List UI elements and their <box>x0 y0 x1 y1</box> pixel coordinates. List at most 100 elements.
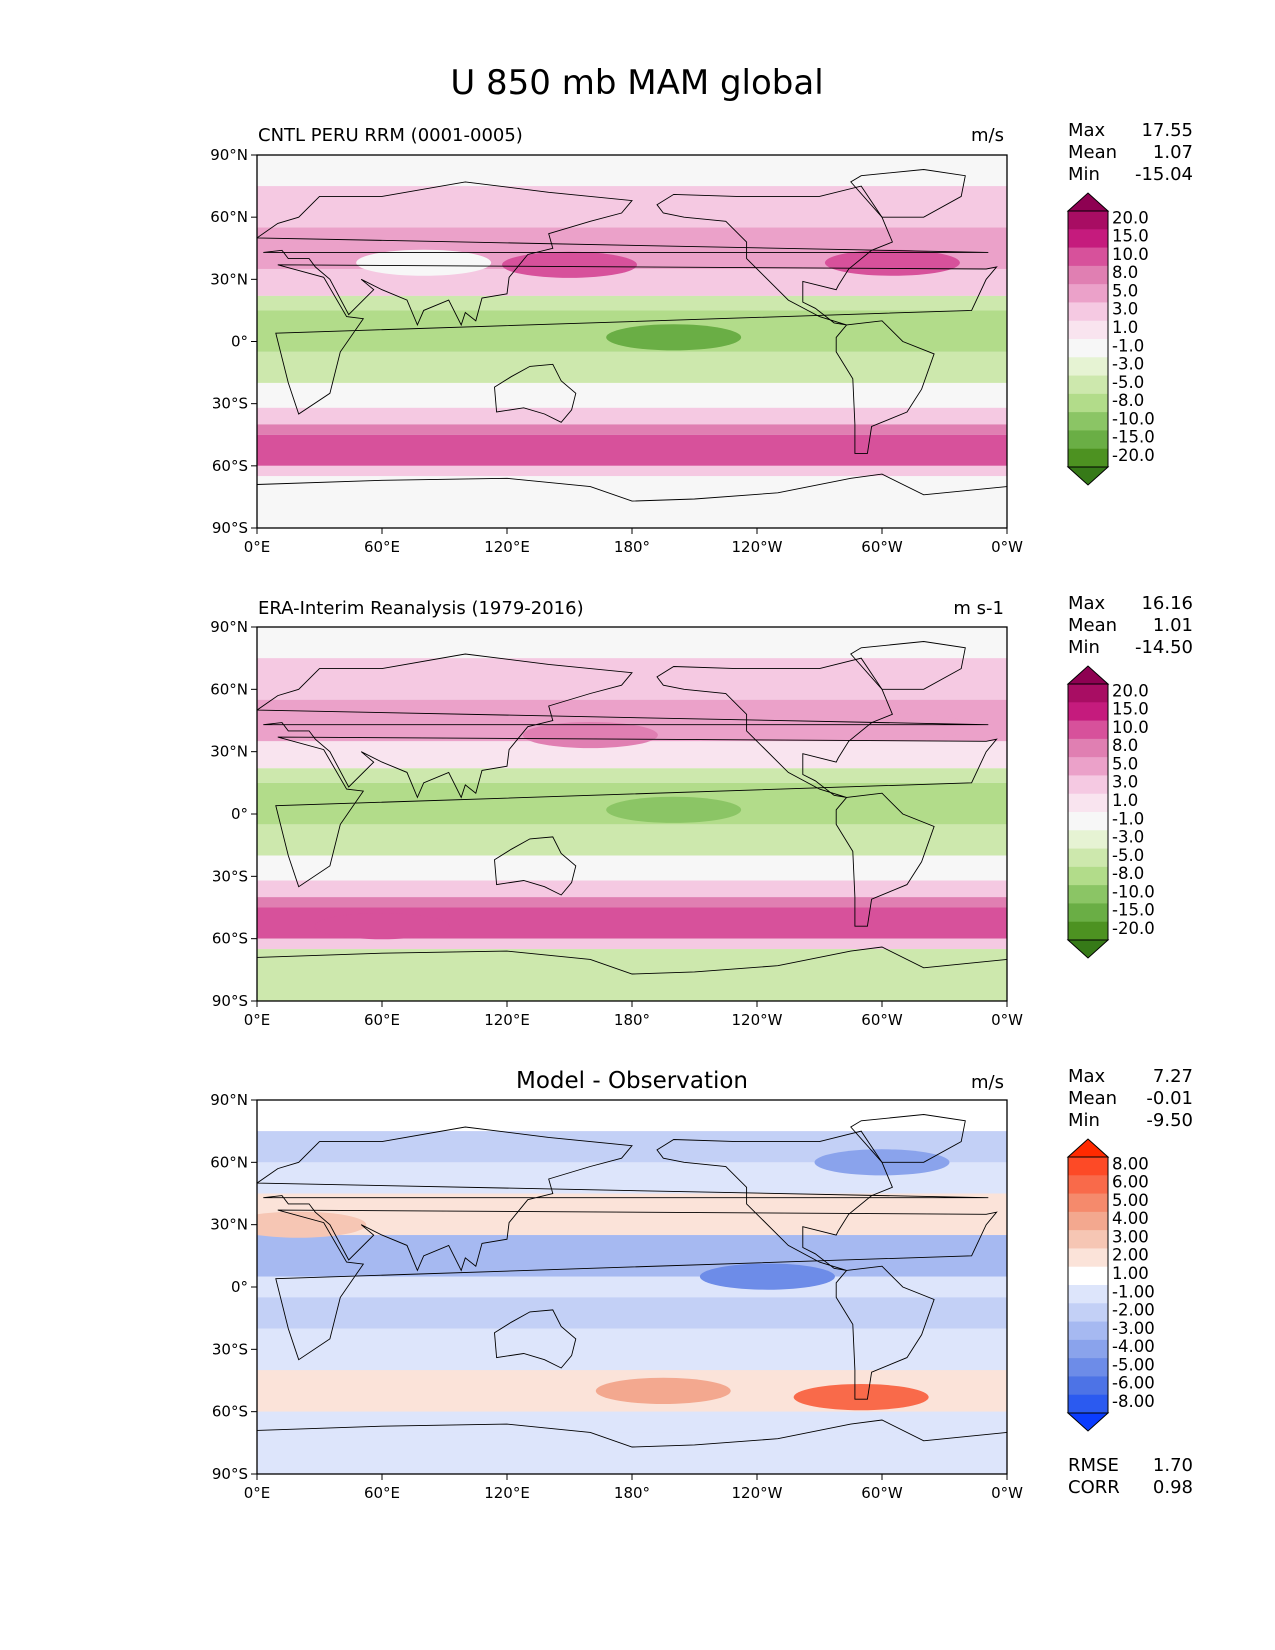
wind-band <box>257 855 1007 881</box>
colorbar-swatch <box>1068 1193 1108 1213</box>
colorbar-label: 1.0 <box>1112 791 1138 810</box>
stat-min-label: Min <box>1068 1110 1100 1131</box>
y-tick-label: 30°N <box>210 743 248 761</box>
y-tick-label: 60°S <box>212 1403 248 1421</box>
coastline <box>656 657 893 798</box>
colorbar-swatch <box>1068 430 1108 450</box>
stat-min-label: Min <box>1068 637 1100 658</box>
wind-band <box>257 407 1007 425</box>
colorbar-swatch <box>1068 684 1108 703</box>
colorbar-swatch <box>1068 757 1108 776</box>
axis-ticks: 0°E 60°E 120°E 180° 120°W 60°W 0°W 90°N 60°N 30°N… <box>210 1091 1023 1502</box>
colorbar-label: -8.00 <box>1112 1392 1155 1411</box>
colorbar-label: 10.0 <box>1112 245 1149 264</box>
colorbar: 20.015.010.08.05.03.01.0-1.0-3.0-5.0-8.0… <box>1066 665 1155 959</box>
x-tick-label: 120°W <box>732 538 783 556</box>
stat-min-value: -15.04 <box>1135 164 1193 185</box>
colorbar-label: -15.0 <box>1112 428 1155 447</box>
stats-footer: RMSE 1.70 CORR 0.98 <box>1068 1455 1193 1498</box>
wind-band <box>257 465 1007 477</box>
wind-feature <box>257 1211 367 1238</box>
colorbar-swatch <box>1068 393 1108 413</box>
axis-ticks: 0°E 60°E 120°E 180° 120°W 60°W 0°W 90°N 60°N 30°N… <box>210 146 1023 556</box>
colorbar-swatch <box>1068 320 1108 340</box>
x-tick-label: 180° <box>614 1011 650 1029</box>
panel-title-left: CNTL PERU RRM (0001-0005) <box>258 125 523 146</box>
figure-title: U 850 mb MAM global <box>450 63 823 103</box>
colorbar-swatch <box>1068 720 1108 740</box>
wind-band <box>257 768 1007 783</box>
stats-block: Max 17.55 Mean 1.07 Min -15.04 <box>1068 120 1193 185</box>
y-tick-label: 90°N <box>210 618 248 636</box>
wind-band <box>257 1100 1007 1132</box>
y-tick-label: 90°S <box>212 1465 248 1483</box>
x-tick-label: 60°W <box>861 538 903 556</box>
y-tick-label: 30°N <box>210 1216 248 1234</box>
coastline <box>275 264 998 415</box>
colorbar-extend-max <box>1066 665 1110 685</box>
colorbar-label: 8.0 <box>1112 263 1138 282</box>
wind-band <box>257 880 1007 898</box>
panel-units: m s-1 <box>953 598 1004 619</box>
wind-feature <box>606 796 742 823</box>
y-tick-label: 0° <box>231 333 248 351</box>
colorbar-swatch <box>1068 793 1108 813</box>
panel-units: m/s <box>971 1072 1004 1093</box>
coastline <box>835 792 935 927</box>
colorbar-swatch <box>1068 247 1108 267</box>
colorbar-swatch <box>1068 1376 1108 1396</box>
colorbar-label: 8.0 <box>1112 736 1138 755</box>
stat-max-label: Max <box>1068 593 1106 614</box>
colorbar-label: 5.0 <box>1112 281 1138 300</box>
y-tick-label: 30°S <box>212 395 248 413</box>
colorbar-swatch <box>1068 1321 1108 1341</box>
colorbar-label: 20.0 <box>1112 681 1149 700</box>
wind-band <box>257 938 1007 950</box>
wind-band <box>257 1411 1007 1433</box>
colorbar-swatch <box>1068 738 1108 758</box>
x-tick-label: 60°E <box>364 538 400 556</box>
x-tick-label: 60°W <box>861 1484 903 1502</box>
colorbar-swatch <box>1068 1394 1108 1414</box>
colorbar-swatch <box>1068 265 1108 285</box>
coastline <box>257 1419 1007 1474</box>
panel-cntl: CNTL PERU RRM (0001-0005) m/s 0°E 60°E 120… <box>210 120 1193 556</box>
coastline <box>257 181 989 327</box>
wind-band <box>257 1235 1007 1277</box>
stat-mean-label: Mean <box>1068 1088 1117 1109</box>
y-tick-label: 30°S <box>212 867 248 885</box>
colorbar: 20.015.010.08.05.03.01.0-1.0-3.0-5.0-8.0… <box>1066 192 1155 486</box>
coastline <box>275 1209 998 1361</box>
x-tick-label: 60°E <box>364 1011 400 1029</box>
coastline <box>656 1130 893 1271</box>
wind-band <box>257 351 1007 383</box>
colorbar-label: 5.00 <box>1112 1191 1149 1210</box>
y-tick-label: 90°N <box>210 146 248 164</box>
wind-band <box>257 155 1007 187</box>
x-tick-label: 180° <box>614 538 650 556</box>
map-diff <box>257 1100 1007 1474</box>
colorbar-frame <box>1067 1156 1109 1414</box>
colorbar-label: 5.0 <box>1112 754 1138 773</box>
colorbar-label: 15.0 <box>1112 227 1149 246</box>
y-tick-label: 90°N <box>210 1091 248 1109</box>
wind-band <box>257 1432 1007 1474</box>
colorbar-label: -15.0 <box>1112 901 1155 920</box>
colorbar-swatch <box>1068 1248 1108 1268</box>
colorbar-swatch <box>1068 885 1108 904</box>
wind-band <box>257 949 1007 1001</box>
coastline <box>494 836 577 896</box>
stat-mean-value: 1.01 <box>1153 615 1193 636</box>
map-era <box>257 627 1007 1001</box>
colorbar-label: -6.00 <box>1112 1374 1155 1393</box>
colorbar-swatch <box>1068 448 1108 468</box>
coastline <box>656 185 893 326</box>
coastline <box>257 1126 989 1272</box>
wind-feature <box>356 249 492 276</box>
colorbar-frame <box>1067 683 1109 941</box>
colorbar-label: -5.00 <box>1112 1355 1155 1374</box>
colorbar-swatch <box>1068 702 1108 721</box>
stat-max-label: Max <box>1068 1066 1106 1087</box>
colorbar-swatch <box>1068 1157 1108 1176</box>
colorbar-swatch <box>1068 1211 1108 1231</box>
